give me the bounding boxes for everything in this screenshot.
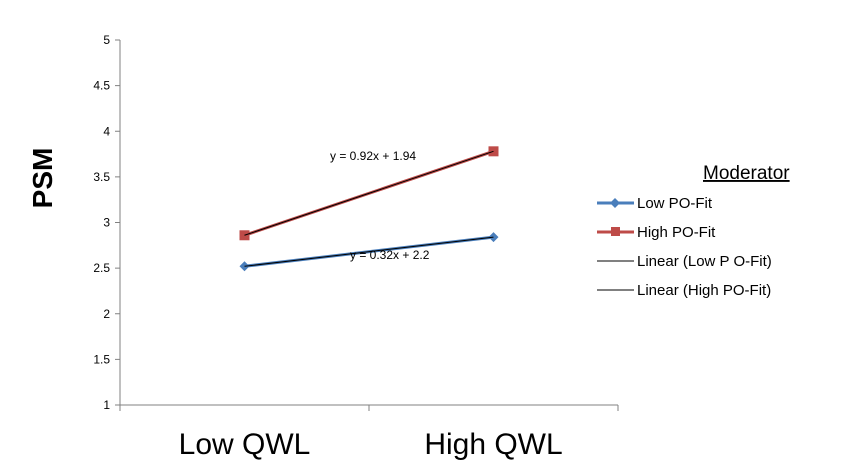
trendline-0 [244, 236, 494, 267]
legend-marker [611, 227, 620, 236]
legend-item: Linear (Low P O-Fit) [597, 253, 772, 270]
x-tick-label: Low QWL [179, 428, 311, 461]
y-tick-label: 2 [103, 307, 110, 321]
legend-title: Moderator [703, 163, 790, 184]
trendline-layer [244, 150, 494, 267]
legend-label: Low PO-Fit [637, 195, 713, 212]
y-tick-label: 4.5 [93, 79, 110, 93]
legend-item: High PO-Fit [597, 224, 716, 241]
y-tick-label: 4 [103, 124, 110, 138]
x-ticks: Low QWL High QWL [119, 405, 619, 461]
legend-label: Linear (High PO-Fit) [637, 282, 771, 299]
legend-label: Linear (Low P O-Fit) [637, 253, 772, 270]
legend-item: Linear (High PO-Fit) [597, 282, 771, 299]
legend: Moderator Low PO-Fit High PO-Fit Linear (L… [597, 163, 790, 299]
y-ticks: 1 1.5 2 2.5 3 3.5 4 4.5 5 [93, 33, 120, 412]
y-axis-label: PSM [27, 148, 58, 209]
trendline-1 [244, 150, 494, 236]
legend-item: Low PO-Fit [597, 195, 713, 212]
y-tick-label: 3 [103, 216, 110, 230]
legend-label: High PO-Fit [637, 224, 716, 241]
y-tick-label: 3.5 [93, 170, 110, 184]
y-tick-label: 1.5 [93, 352, 110, 366]
trendline-equation-low: y = 0.32x + 2.2 [350, 248, 430, 262]
y-tick-label: 2.5 [93, 261, 110, 275]
trendline-equation-high: y = 0.92x + 1.94 [330, 149, 416, 163]
x-tick-label: High QWL [424, 428, 562, 461]
y-tick-label: 5 [103, 33, 110, 47]
y-tick-label: 1 [103, 398, 110, 412]
legend-marker [610, 198, 620, 208]
